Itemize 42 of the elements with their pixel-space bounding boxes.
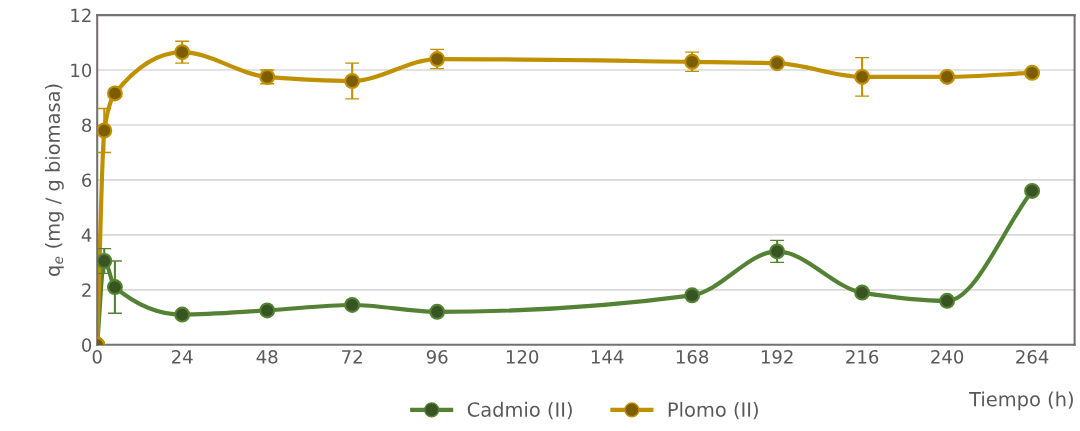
x-tick-label: 264 <box>1016 349 1049 364</box>
point <box>854 68 871 85</box>
x-axis-title: Tiempo (h) <box>969 391 1073 411</box>
x-tick-label: 144 <box>591 350 624 364</box>
x-tick-label: 24 <box>172 349 193 364</box>
point <box>769 55 786 72</box>
point <box>174 44 191 61</box>
y-tick-label: 4 <box>81 228 92 242</box>
point <box>97 122 113 139</box>
point <box>344 296 361 313</box>
point <box>939 292 956 309</box>
x-tick-label: 96 <box>426 349 448 364</box>
y-tick-label: 12 <box>71 8 91 22</box>
x-tick-label: 192 <box>761 349 793 364</box>
legend-label: Plomo (II) <box>668 401 758 420</box>
legend-label: Cadmio (II) <box>467 401 572 420</box>
point <box>97 253 113 269</box>
point <box>939 68 956 85</box>
point <box>344 73 361 90</box>
point <box>106 279 123 296</box>
x-tick-label: 120 <box>506 349 539 364</box>
y-tick-label: 6 <box>82 173 92 188</box>
x-tick-label: 0 <box>92 349 102 364</box>
point <box>1024 64 1041 81</box>
x-tick-label: 240 <box>931 349 964 364</box>
point <box>769 243 786 260</box>
point <box>429 303 446 320</box>
point <box>1024 182 1041 199</box>
point <box>174 306 191 323</box>
y-tick-label: 8 <box>82 118 92 133</box>
y-tick-label: 2 <box>82 283 91 297</box>
x-tick-label: 168 <box>676 349 709 364</box>
y-tick-label: 10 <box>71 63 92 78</box>
y-axis-title: q$_{e}$ (mg / g biomasa) <box>44 84 64 276</box>
point <box>106 85 123 102</box>
point <box>259 302 276 319</box>
x-tick-label: 72 <box>342 349 362 364</box>
point <box>684 287 701 304</box>
point <box>854 284 871 301</box>
x-tick-label: 48 <box>256 349 278 364</box>
y-tick-label: 0 <box>82 338 92 352</box>
x-tick-label: 216 <box>846 349 879 364</box>
